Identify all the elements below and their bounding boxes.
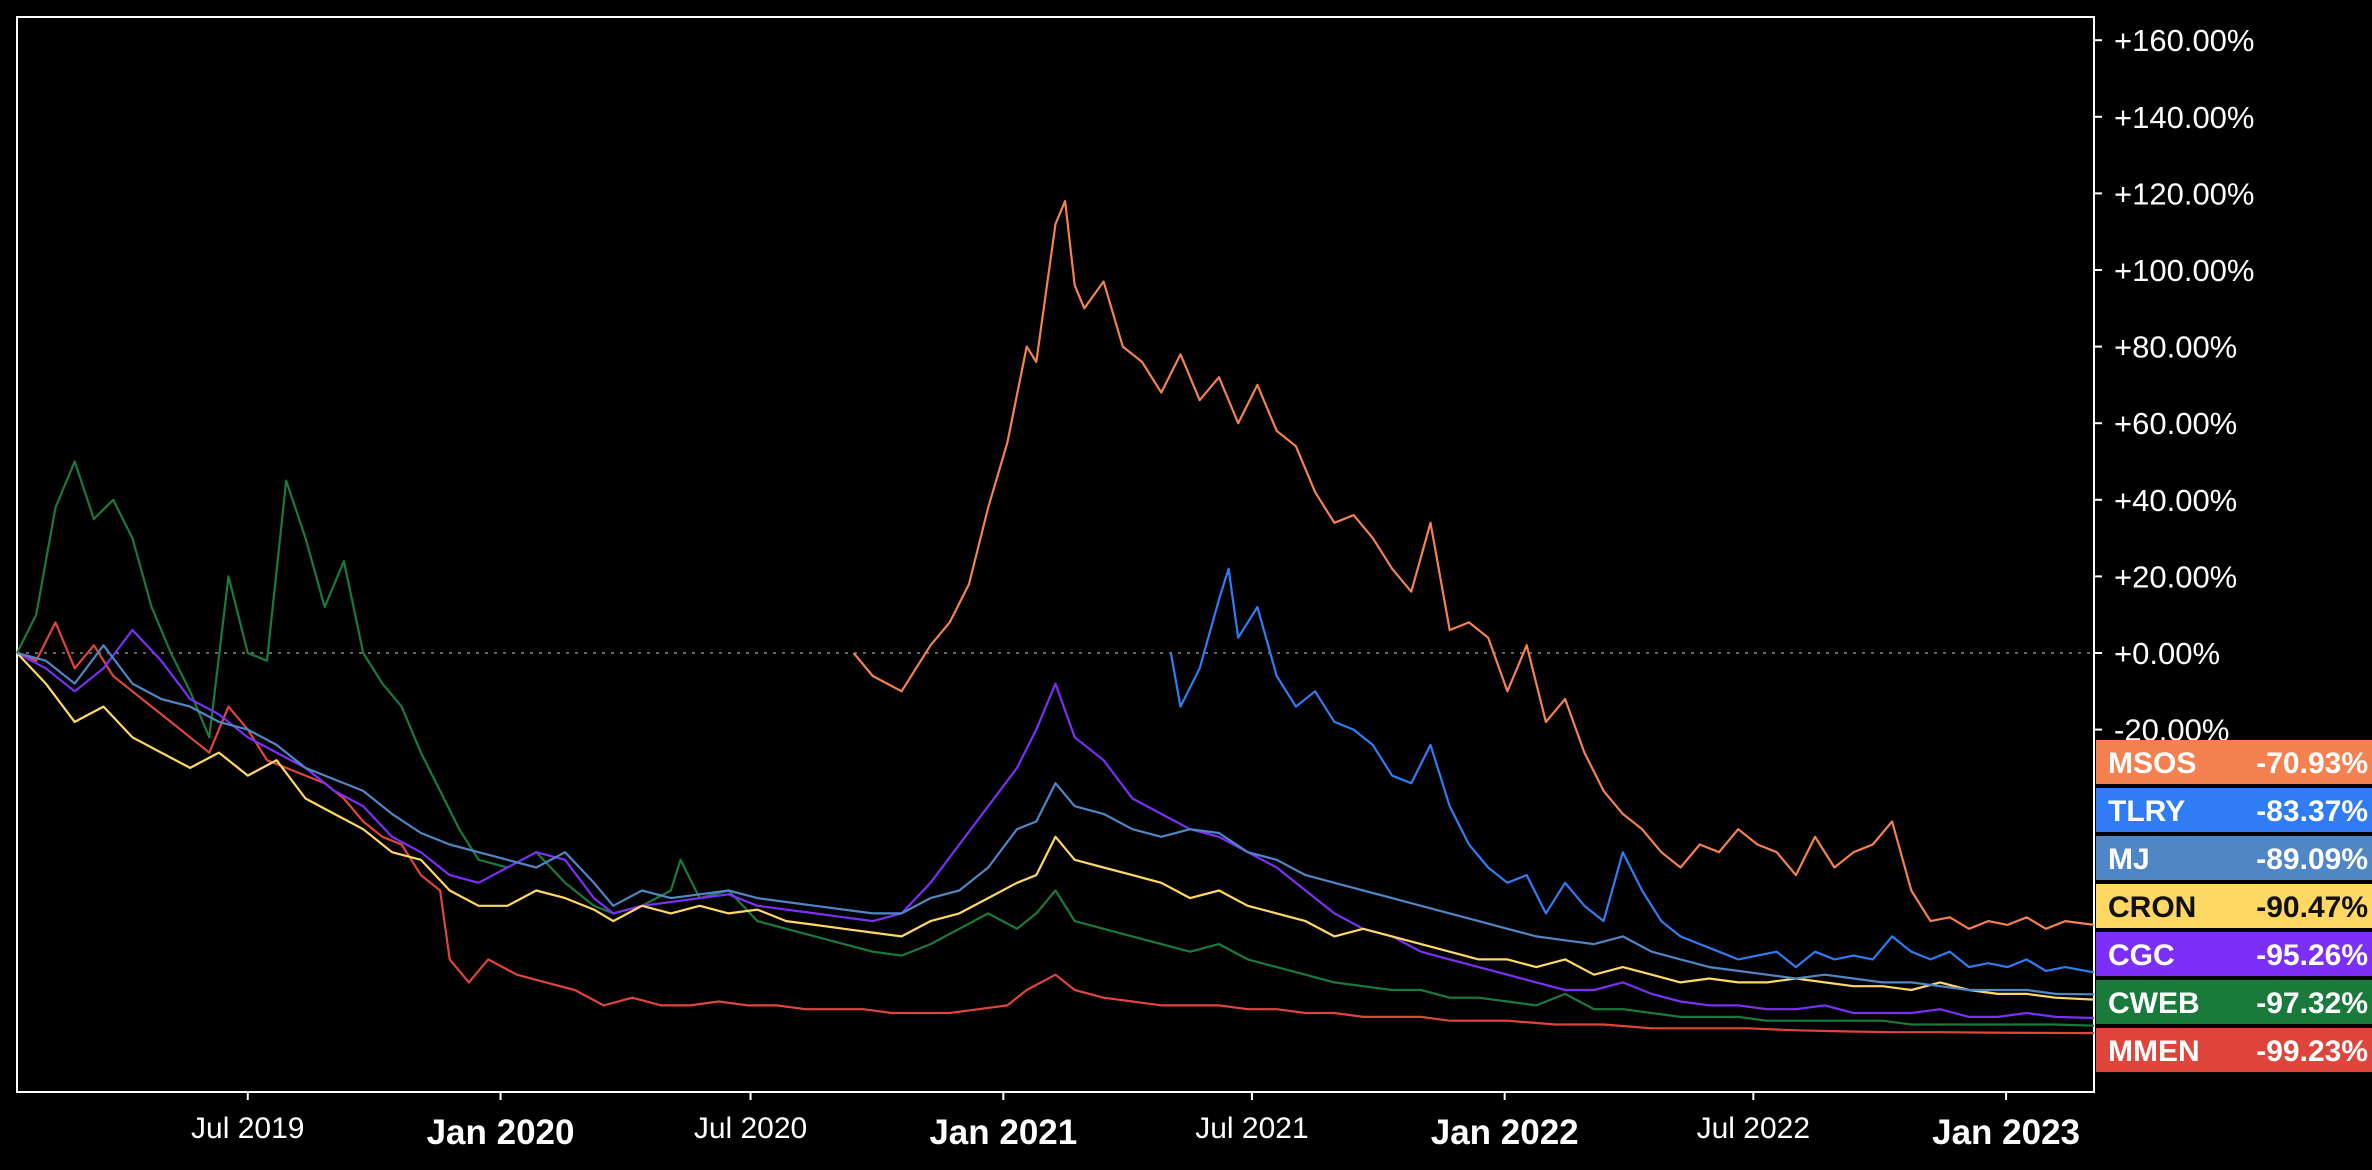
legend-value: -70.93% [2256, 747, 2368, 780]
legend-name: TLRY [2108, 795, 2185, 828]
x-tick-label: Jan 2023 [1932, 1113, 2080, 1152]
y-tick-label: +80.00% [2114, 330, 2237, 365]
legend-name: CGC [2108, 939, 2175, 972]
x-tick-label: Jan 2022 [1431, 1113, 1579, 1152]
y-axis: -20.00%+0.00%+20.00%+40.00%+60.00%+80.00… [2094, 23, 2254, 748]
legend-item-msos: MSOS -70.93% [2096, 740, 2372, 784]
legend-item-tlry: TLRY -83.37% [2096, 788, 2372, 832]
series-line-mj [16, 644, 2095, 996]
series-line-cron [16, 652, 2095, 1001]
legend-item-mmen: MMEN -99.23% [2096, 1028, 2372, 1072]
legend-swatch [2096, 836, 2372, 880]
legend-value: -99.23% [2256, 1035, 2368, 1068]
series-line-cweb [16, 460, 2095, 1027]
legend-value: -89.09% [2256, 843, 2368, 876]
y-tick-label: +160.00% [2114, 23, 2254, 58]
legend-name: CRON [2108, 891, 2196, 924]
legend-swatch [2096, 1028, 2372, 1072]
legend-swatch [2096, 980, 2372, 1024]
x-tick-label: Jul 2020 [694, 1112, 807, 1145]
x-tick-label: Jan 2021 [929, 1113, 1077, 1152]
plot-frame [16, 16, 2095, 1093]
legend-item-cgc: CGC -95.26% [2096, 932, 2372, 976]
legend-name: MSOS [2108, 747, 2196, 780]
y-tick-label: +140.00% [2114, 100, 2254, 135]
y-tick-label: +0.00% [2114, 636, 2220, 671]
series-lines [16, 200, 2095, 1035]
legend-value: -83.37% [2256, 795, 2368, 828]
y-tick-label: +40.00% [2114, 483, 2237, 518]
series-line-mmen [16, 621, 2095, 1035]
legend-swatch [2096, 932, 2372, 976]
legend-item-cron: CRON -90.47% [2096, 884, 2372, 928]
x-tick-label: Jul 2019 [191, 1112, 304, 1145]
legend-item-mj: MJ -89.09% [2096, 836, 2372, 880]
legend-swatch [2096, 788, 2372, 832]
legend-name: CWEB [2108, 987, 2200, 1020]
series-line-tlry [1169, 567, 2095, 974]
legend: MSOS -70.93% TLRY -83.37% MJ -89.09% CRON -90.4… [2096, 740, 2372, 1072]
y-tick-label: +120.00% [2114, 176, 2254, 211]
x-tick-label: Jan 2020 [427, 1113, 575, 1152]
legend-value: -90.47% [2256, 891, 2368, 924]
legend-swatch [2096, 884, 2372, 928]
legend-name: MJ [2108, 843, 2150, 876]
series-line-msos [852, 200, 2095, 930]
legend-swatch [2096, 740, 2372, 784]
legend-name: MMEN [2108, 1035, 2200, 1068]
series-line-cgc [16, 628, 2095, 1020]
y-tick-label: +60.00% [2114, 406, 2237, 441]
legend-item-cweb: CWEB -97.32% [2096, 980, 2372, 1024]
legend-value: -97.32% [2256, 987, 2368, 1020]
x-tick-label: Jul 2021 [1195, 1112, 1308, 1145]
legend-value: -95.26% [2256, 939, 2368, 972]
x-tick-label: Jul 2022 [1697, 1112, 1810, 1145]
y-tick-label: +20.00% [2114, 559, 2237, 594]
x-axis: Jul 2019 Jan 2020 Jul 2020 Jan 2021 Jul 2021… [191, 1092, 2080, 1152]
y-tick-label: +100.00% [2114, 253, 2254, 288]
